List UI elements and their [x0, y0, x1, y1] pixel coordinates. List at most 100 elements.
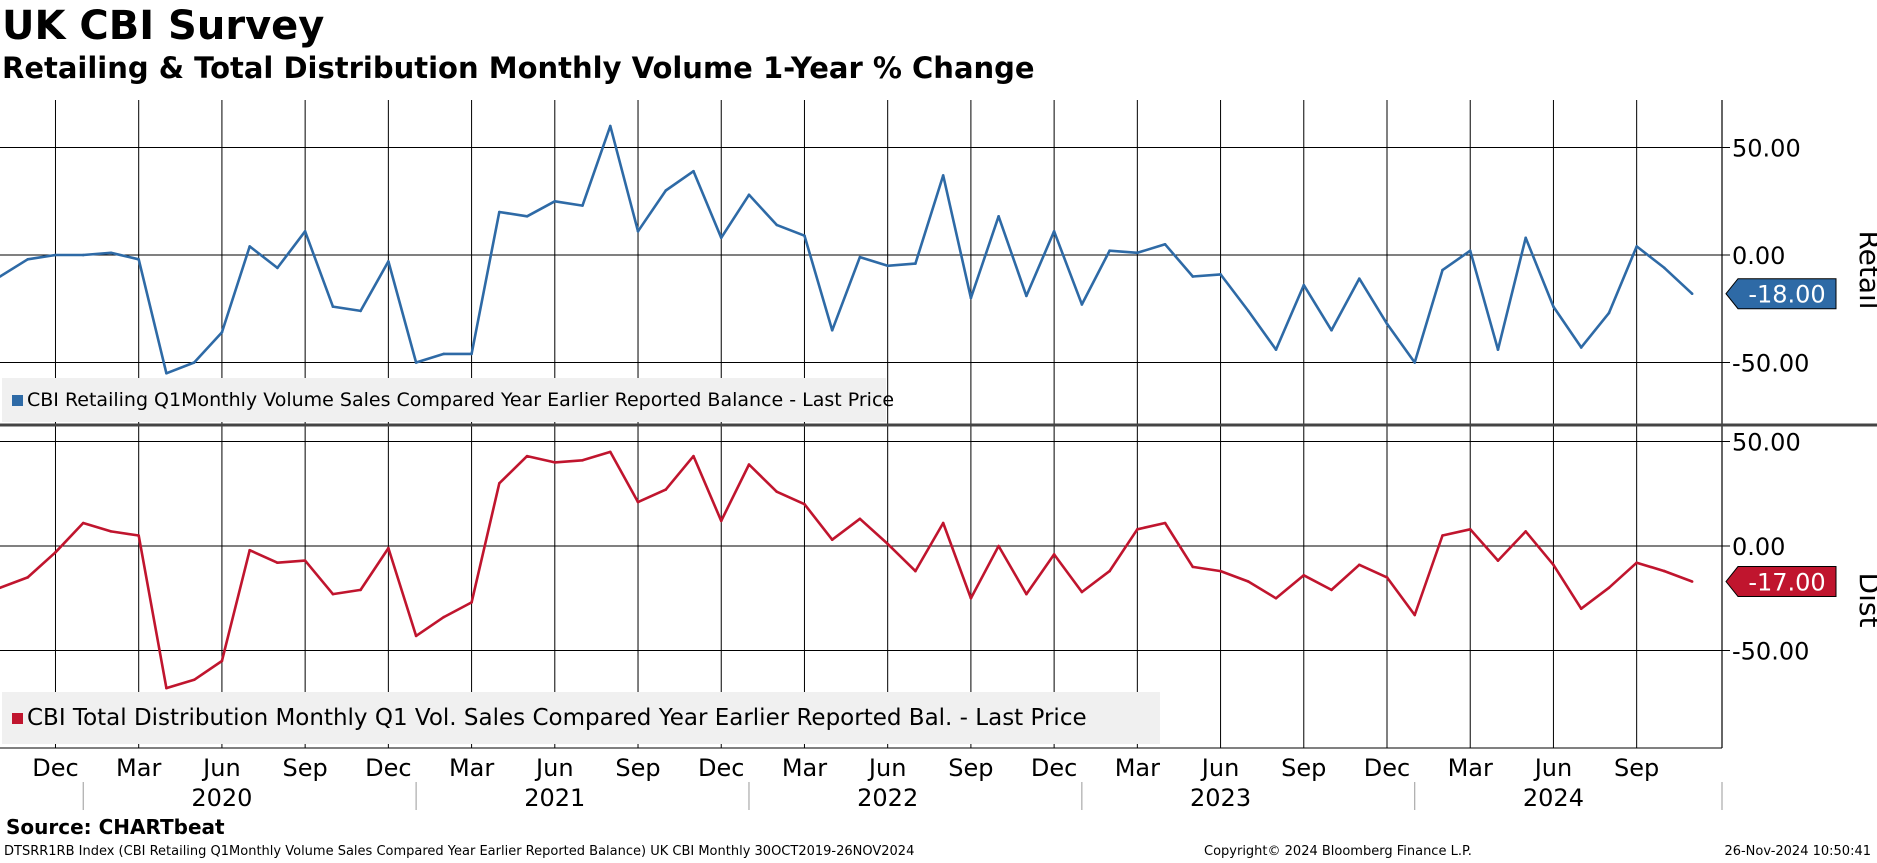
data-point-retail [276, 266, 279, 270]
data-point-dist [331, 592, 335, 596]
data-point-dist [470, 601, 473, 604]
data-point-retail [165, 371, 168, 375]
data-point-retail [1607, 311, 1611, 315]
data-point-dist [1080, 590, 1084, 594]
y-tick-label: 50.00 [1732, 135, 1801, 163]
data-point-dist [303, 559, 307, 562]
data-point-dist [1441, 534, 1444, 537]
data-point-dist [387, 546, 390, 550]
data-point-retail [969, 296, 973, 300]
data-point-retail [1663, 266, 1666, 270]
x-tick-label-year: 2023 [1190, 784, 1251, 812]
data-point-dist [608, 450, 612, 454]
legend-retail: CBI Retailing Q1Monthly Volume Sales Com… [2, 378, 894, 422]
data-point-dist [1274, 596, 1278, 600]
data-point-dist [775, 490, 779, 493]
data-point-retail [997, 215, 1000, 218]
data-point-retail [553, 199, 557, 203]
x-tick-label-month: Jun [1200, 754, 1240, 782]
chart-subtitle: Retailing & Total Distribution Monthly V… [2, 51, 1035, 85]
data-point-retail [137, 258, 140, 261]
data-point-retail [1524, 236, 1527, 240]
data-point-dist [636, 500, 640, 504]
data-point-dist [414, 634, 418, 638]
footer-description: DTSRR1RB Index (CBI Retailing Q1Monthly … [4, 844, 915, 859]
x-tick-label-month: Dec [32, 754, 78, 782]
data-point-retail [0, 275, 2, 278]
data-point-retail [1080, 303, 1084, 306]
data-point-dist [1108, 569, 1111, 573]
data-point-retail [248, 245, 251, 248]
data-point-retail [941, 174, 945, 177]
x-tick-label-month: Sep [1281, 754, 1326, 782]
footer-timestamp: 26-Nov-2024 10:50:41 [1724, 844, 1871, 859]
x-tick-label-month: Jun [201, 754, 241, 782]
data-point-retail [1136, 251, 1139, 255]
data-point-dist [1690, 580, 1694, 583]
data-point-dist [747, 463, 751, 466]
last-value-tag-dist [1725, 566, 1837, 598]
data-point-dist [359, 588, 362, 592]
data-point-retail [775, 223, 779, 227]
data-point-retail [1219, 273, 1222, 276]
last-value-label-dist: -17.00 [1748, 569, 1825, 597]
data-point-dist [1552, 563, 1555, 567]
data-point-retail [1441, 268, 1444, 272]
data-point-retail [1302, 283, 1306, 287]
data-point-retail [1552, 305, 1555, 308]
data-point-retail [830, 328, 834, 332]
x-tick-label-month: Sep [283, 754, 328, 782]
data-point-retail [414, 361, 418, 364]
x-tick-label-month: Sep [948, 754, 993, 782]
data-point-dist [137, 534, 140, 537]
data-point-dist [1025, 592, 1028, 596]
data-point-dist [914, 569, 917, 573]
x-tick-label-year: 2021 [524, 784, 585, 812]
data-point-retail [359, 309, 362, 313]
x-tick-label-month: Mar [1448, 754, 1493, 782]
data-point-dist [858, 517, 862, 521]
data-point-retail [1025, 294, 1028, 298]
data-point-dist [54, 550, 57, 554]
data-point-dist [26, 576, 30, 579]
footer-copyright: Copyright© 2024 Bloomberg Finance L.P. [1204, 844, 1472, 859]
data-point-retail [303, 230, 307, 233]
data-point-dist [442, 615, 446, 619]
data-point-retail [81, 253, 85, 257]
x-tick-label-month: Mar [782, 754, 827, 782]
data-point-retail [1163, 242, 1167, 246]
data-point-retail [719, 236, 723, 240]
data-point-dist [1330, 588, 1333, 592]
data-point-dist [1385, 576, 1389, 579]
x-tick-label-month: Dec [698, 754, 744, 782]
data-point-dist [1663, 569, 1666, 573]
data-point-dist [997, 544, 1000, 548]
data-point-retail [1496, 348, 1500, 351]
y-tick-label: 0.00 [1732, 533, 1785, 561]
x-tick-label-year: 2020 [191, 784, 252, 812]
y-tick-label: 0.00 [1732, 242, 1785, 270]
data-point-dist [719, 519, 723, 523]
data-point-retail [581, 204, 584, 207]
data-point-dist [0, 586, 2, 590]
data-point-retail [608, 124, 612, 128]
data-point-retail [1052, 230, 1056, 233]
x-tick-label-year: 2024 [1523, 784, 1584, 812]
data-point-dist [1357, 563, 1361, 567]
data-point-retail [470, 352, 473, 356]
x-tick-label-month: Sep [1614, 754, 1659, 782]
data-point-dist [1607, 586, 1611, 590]
data-point-dist [81, 521, 85, 525]
x-tick-label-month: Jun [1533, 754, 1573, 782]
axis-label-retail: Retail [1853, 230, 1877, 309]
data-point-dist [1579, 607, 1583, 610]
data-point-retail [858, 255, 862, 259]
data-point-dist [553, 461, 557, 464]
data-point-dist [1413, 613, 1417, 617]
data-point-retail [1274, 348, 1278, 351]
data-point-dist [525, 454, 529, 458]
legend-dist: CBI Total Distribution Monthly Q1 Vol. S… [2, 692, 1160, 744]
x-tick-label-month: Mar [1115, 754, 1160, 782]
data-point-dist [1052, 553, 1056, 556]
data-point-retail [1579, 346, 1583, 349]
